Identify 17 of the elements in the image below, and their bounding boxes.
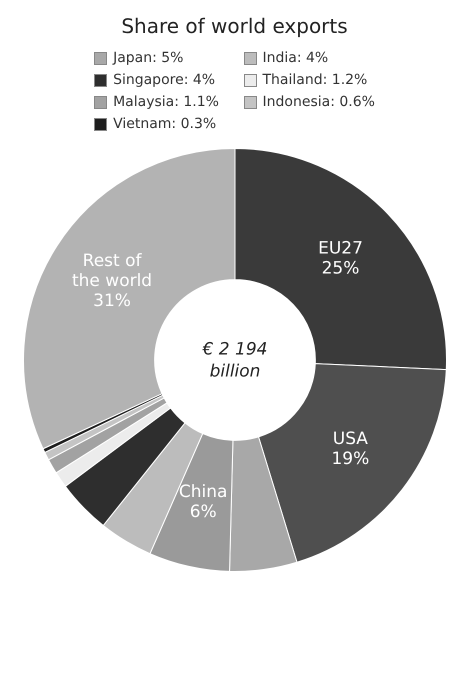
chart-title: Share of world exports: [121, 14, 348, 38]
data-label: 6%: [189, 502, 216, 522]
slice-label: China: [178, 482, 227, 502]
legend-label: Malaysia: 1.1%: [113, 94, 219, 110]
slice-label: EU27: [318, 238, 362, 259]
legend-label: Singapore: 4%: [113, 72, 216, 88]
text: € 2 194 billion: [201, 339, 267, 382]
legend-label: Thailand: 1.2%: [262, 72, 368, 88]
data-label: 31%: [92, 290, 130, 311]
data-label: 19%: [330, 448, 369, 469]
legend-label: Indonesia: 0.6%: [262, 94, 375, 110]
legend-label: Vietnam: 0.3%: [113, 116, 216, 132]
legend-label: Japan: 5%: [113, 50, 184, 66]
legend-label: India: 4%: [262, 50, 328, 66]
slice-label: USA: [332, 428, 368, 449]
data-label: 25%: [321, 258, 359, 279]
slice-label: Rest of the world: [71, 250, 152, 291]
